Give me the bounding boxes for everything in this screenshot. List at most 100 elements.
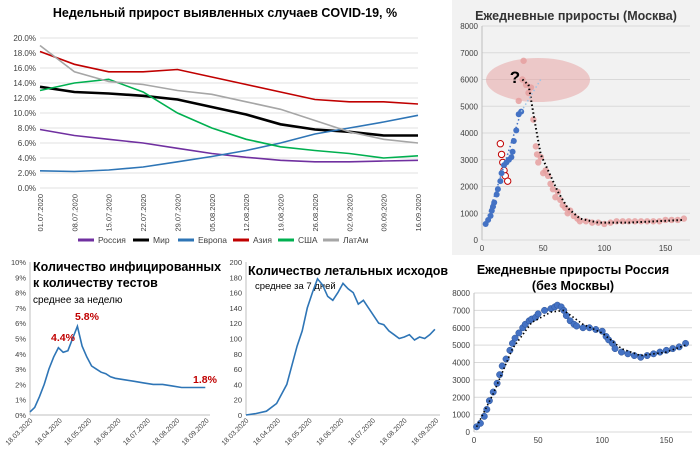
line-y-tick-label: 4%	[15, 350, 26, 359]
scatter-y-tick-label: 0	[474, 236, 479, 245]
moscow-pink-point	[547, 180, 554, 188]
line-x-tick-label: 18.04.2020	[34, 417, 64, 447]
scatter-y-tick-label: 4000	[452, 359, 470, 368]
line-x-tick-label: 18.06.2020	[316, 417, 346, 447]
scatter-y-tick-label: 3000	[452, 376, 470, 385]
weekly-legend-label: Европа	[198, 235, 227, 245]
moscow-blue-point	[491, 199, 498, 206]
moscow-pink-point	[557, 196, 564, 204]
scatter-y-tick-label: 3000	[460, 156, 478, 165]
weekly-legend-label: Азия	[253, 235, 272, 245]
scatter-y-tick-label: 8000	[452, 289, 470, 298]
moscow-blue-point	[494, 186, 501, 193]
line-y-tick-label: 120	[229, 319, 242, 328]
weekly-y-tick-label: 6.0%	[18, 139, 36, 148]
moscow-red-open-point	[497, 150, 506, 159]
line-y-tick-label: 60	[234, 365, 242, 374]
russia-point	[541, 306, 548, 314]
line-series	[29, 323, 206, 413]
moscow-pink-point	[542, 167, 549, 174]
deaths-chart-subtitle: среднее за 7 дней	[255, 281, 336, 292]
weekly-legend-label: ЛатАм	[343, 235, 369, 245]
weekly-x-tick-label: 16.09.2020	[414, 194, 423, 232]
line-y-tick-label: 200	[229, 258, 242, 267]
scatter-x-tick-label: 150	[660, 436, 674, 445]
moscow-pink-point	[552, 194, 559, 201]
weekly-x-tick-label: 02.09.2020	[345, 194, 354, 232]
weekly-legend-label: Россия	[98, 235, 126, 245]
moscow-pink-point	[613, 218, 620, 225]
weekly-y-tick-label: 16.0%	[13, 64, 36, 73]
scatter-x-tick-label: 50	[539, 244, 548, 253]
line-y-tick-label: 8%	[15, 289, 26, 298]
scatter-y-tick-label: 7000	[452, 306, 470, 315]
scatter-x-tick-label: 150	[659, 244, 673, 253]
weekly-legend-label: США	[298, 235, 318, 245]
weekly-x-tick-label: 05.08.2020	[208, 194, 217, 232]
scatter-y-tick-label: 8000	[460, 22, 478, 31]
line-x-tick-label: 18.05.2020	[63, 417, 93, 447]
scatter-y-tick-label: 2000	[452, 393, 470, 402]
moscow-blue-point	[509, 148, 516, 155]
scatter-y-tick-label: 2000	[460, 183, 478, 192]
russia-point	[573, 322, 581, 330]
russia-point	[682, 339, 690, 347]
question-mark-annotation: ?	[510, 68, 520, 87]
weekly-y-tick-label: 2.0%	[18, 169, 36, 178]
moscow-pink-point	[582, 218, 590, 225]
weekly-chart-title: Недельный прирост выявленных случаев COV…	[53, 6, 397, 20]
positivity-rate-chart: Количество инфицированных к количеству т…	[5, 258, 221, 447]
weekly-x-tick-label: 01.07.2020	[36, 194, 45, 232]
russia-point	[669, 345, 677, 353]
moscow-pink-point	[535, 159, 542, 166]
weekly-y-tick-label: 8.0%	[18, 124, 36, 133]
weekly-x-tick-label: 26.08.2020	[311, 194, 320, 232]
line-x-tick-label: 18.08.2020	[152, 417, 182, 447]
russia-point	[579, 324, 587, 332]
line-y-tick-label: 2%	[15, 380, 26, 389]
line-y-tick-label: 160	[229, 289, 242, 298]
label-latest: 1.8%	[193, 374, 218, 386]
scatter-y-tick-label: 0	[466, 428, 471, 437]
moscow-blue-point	[487, 212, 494, 219]
scatter-y-tick-label: 1000	[460, 209, 478, 218]
russia-daily-chart: Ежедневные приросты Россия (без Москвы) …	[452, 263, 692, 445]
line-x-tick-label: 18.07.2020	[122, 417, 152, 447]
tests-chart-title-line1: Количество инфицированных	[33, 260, 221, 274]
line-x-tick-label: 18.08.2020	[379, 417, 409, 447]
moscow-red-open-point	[503, 177, 512, 185]
scatter-x-tick-label: 100	[596, 436, 610, 445]
moscow-daily-chart: Ежедневные приросты (Москва) 01000200030…	[452, 0, 700, 255]
moscow-pink-point	[515, 97, 522, 105]
line-y-tick-label: 180	[229, 273, 242, 282]
line-x-tick-label: 18.03.2020	[221, 417, 251, 447]
deaths-chart-title: Количество летальных исходов	[248, 264, 448, 278]
line-y-tick-label: 9%	[15, 273, 26, 282]
moscow-pink-point	[656, 218, 663, 225]
weekly-y-tick-label: 14.0%	[13, 79, 36, 88]
moscow-trend-line	[521, 78, 684, 224]
line-y-tick-label: 40	[234, 380, 242, 389]
line-x-tick-label: 18.04.2020	[252, 417, 282, 447]
tests-chart-title-line2: к количеству тестов	[33, 276, 158, 290]
weekly-x-tick-label: 09.09.2020	[380, 194, 389, 232]
scatter-y-tick-label: 6000	[460, 76, 478, 85]
scatter-y-tick-label: 7000	[460, 49, 478, 58]
moscow-pink-point	[595, 219, 602, 226]
russia-point	[515, 329, 523, 337]
scatter-y-tick-label: 5000	[452, 341, 470, 350]
weekly-legend-label: Мир	[153, 235, 170, 245]
line-x-tick-label: 18.05.2020	[284, 417, 314, 447]
moscow-pink-point	[566, 207, 574, 214]
russia-point	[618, 348, 625, 356]
russia-point	[611, 345, 619, 353]
weekly-series-line	[39, 128, 419, 163]
moscow-red-open-point	[496, 140, 505, 148]
line-y-tick-label: 80	[234, 350, 242, 359]
line-y-tick-label: 0	[238, 411, 242, 420]
scatter-y-tick-label: 4000	[460, 129, 478, 138]
russia-point	[643, 352, 651, 359]
scatter-y-tick-label: 6000	[452, 324, 470, 333]
weekly-y-tick-label: 10.0%	[13, 109, 36, 118]
